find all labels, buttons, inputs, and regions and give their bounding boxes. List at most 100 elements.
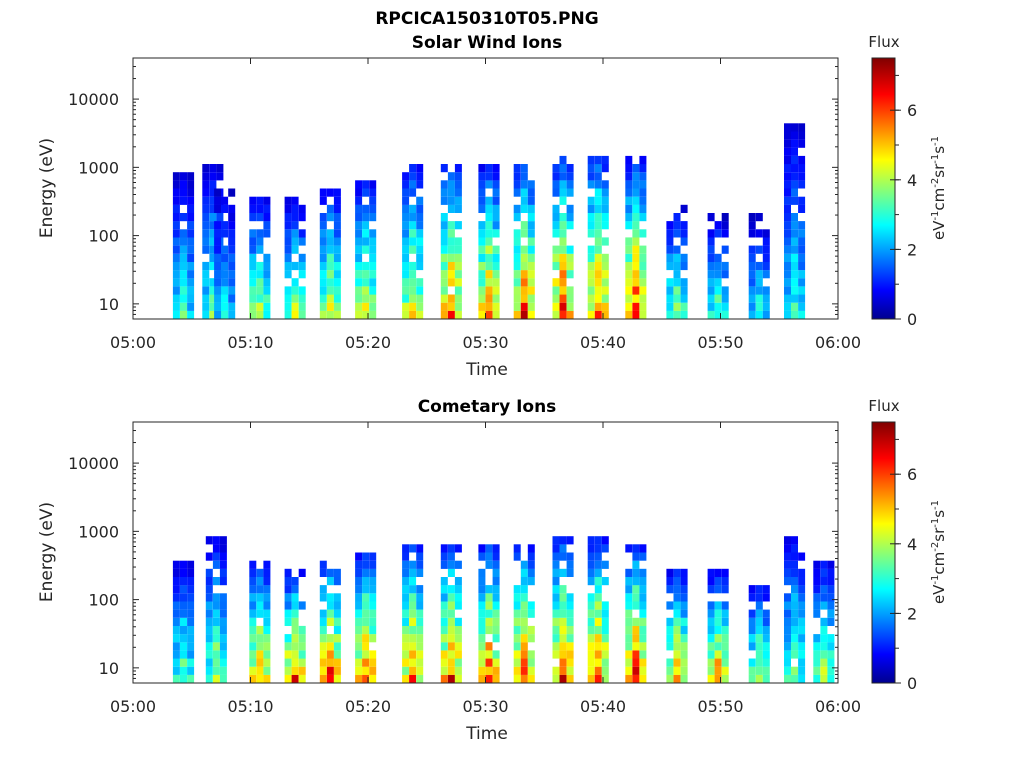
heatmap-cell xyxy=(214,204,222,213)
heatmap-cell xyxy=(520,172,528,181)
heatmap-cell xyxy=(263,650,271,659)
heatmap-cell xyxy=(319,674,327,683)
heatmap-cell xyxy=(520,302,528,311)
heatmap-cell xyxy=(632,658,640,667)
heatmap-cell xyxy=(559,188,567,197)
heatmap-cell xyxy=(187,593,195,602)
heatmap-cell xyxy=(180,213,187,222)
heatmap-cell xyxy=(762,286,770,295)
heatmap-cell xyxy=(791,245,798,254)
heatmap-cell xyxy=(298,674,306,683)
heatmap-cell xyxy=(492,634,500,643)
heatmap-cell xyxy=(416,261,424,271)
heatmap-cell xyxy=(601,253,609,262)
heatmap-cell xyxy=(791,221,798,230)
heatmap-cell xyxy=(402,278,410,287)
heatmap-cell xyxy=(492,658,500,667)
heatmap-cell xyxy=(566,286,574,295)
heatmap-cell xyxy=(748,221,756,230)
heatmap-cell xyxy=(559,302,567,311)
heatmap-cell xyxy=(721,213,729,222)
heatmap-cell xyxy=(219,617,227,626)
heatmap-cell xyxy=(707,609,715,618)
heatmap-cell xyxy=(798,245,806,254)
heatmap-cell xyxy=(333,270,341,279)
heatmap-cell xyxy=(221,221,229,230)
heatmap-cell xyxy=(409,666,417,675)
heatmap-cell xyxy=(784,609,791,618)
heatmap-cell xyxy=(249,634,257,643)
heatmap-cell xyxy=(721,585,729,594)
heatmap-cell xyxy=(440,286,448,295)
heatmap-cell xyxy=(485,213,493,222)
heatmap-cell xyxy=(291,310,299,319)
heatmap-cell xyxy=(416,221,424,230)
heatmap-cell xyxy=(440,617,448,626)
heatmap-cell xyxy=(755,666,763,675)
heatmap-cell xyxy=(216,172,224,181)
heatmap-cell xyxy=(632,568,640,577)
heatmap-cell xyxy=(263,674,271,683)
heatmap-cell xyxy=(762,666,770,675)
heatmap-cell xyxy=(454,625,462,635)
heatmap-cell xyxy=(485,560,493,569)
colorbar-tick-label: 4 xyxy=(907,171,917,190)
heatmap-cell xyxy=(369,204,377,213)
heatmap-cell xyxy=(205,609,213,618)
heatmap-cell xyxy=(355,650,363,659)
heatmap-cell xyxy=(263,634,271,643)
heatmap-cell xyxy=(355,560,363,569)
heatmap-cell xyxy=(298,601,306,610)
heatmap-cell xyxy=(416,544,424,553)
heatmap-cell xyxy=(219,577,227,586)
heatmap-cell xyxy=(478,204,486,213)
heatmap-cell xyxy=(762,617,770,626)
heatmap-cell xyxy=(263,658,271,667)
heatmap-cell xyxy=(714,609,722,618)
heatmap-cell xyxy=(221,302,229,311)
heatmap-cell xyxy=(369,302,377,311)
heatmap-cell xyxy=(552,625,560,635)
heatmap-cell xyxy=(784,155,791,165)
heatmap-cell xyxy=(333,196,341,205)
heatmap-cell xyxy=(256,294,264,303)
heatmap-cell xyxy=(485,261,493,271)
heatmap-cell xyxy=(513,625,521,635)
heatmap-cell xyxy=(256,650,264,659)
heatmap-cell xyxy=(369,674,377,683)
heatmap-cell xyxy=(447,221,455,230)
heatmap-cell xyxy=(263,625,271,635)
heatmap-cell xyxy=(552,180,560,189)
heatmap-cell xyxy=(319,560,327,569)
heatmap-cell xyxy=(355,568,363,577)
heatmap-cell xyxy=(714,221,722,230)
heatmap-cell xyxy=(180,560,187,569)
heatmap-cell xyxy=(673,286,681,295)
heatmap-cell xyxy=(791,577,798,586)
heatmap-cell xyxy=(755,609,763,618)
heatmap-cell xyxy=(594,172,602,181)
heatmap-cell xyxy=(791,155,798,165)
heatmap-cell xyxy=(202,278,210,287)
heatmap-cell xyxy=(594,577,602,586)
heatmap-cell xyxy=(559,650,567,659)
heatmap-cell xyxy=(625,237,633,246)
heatmap-cell xyxy=(263,196,271,205)
heatmap-cell xyxy=(520,164,528,173)
heatmap-cell xyxy=(440,294,448,303)
heatmap-cell xyxy=(284,229,292,238)
heatmap-cell xyxy=(625,674,633,683)
heatmap-cell xyxy=(228,237,236,246)
heatmap-cell xyxy=(587,650,595,659)
heatmap-cell xyxy=(625,155,633,165)
heatmap-cell xyxy=(827,642,835,651)
heatmap-cell xyxy=(478,302,486,311)
heatmap-cell xyxy=(673,310,681,319)
heatmap-cell xyxy=(594,601,602,610)
heatmap-cell xyxy=(513,666,521,675)
heatmap-cell xyxy=(180,601,187,610)
heatmap-cell xyxy=(205,568,213,577)
heatmap-cell xyxy=(791,237,798,246)
heatmap-cell xyxy=(284,617,292,626)
heatmap-cell xyxy=(559,310,567,319)
